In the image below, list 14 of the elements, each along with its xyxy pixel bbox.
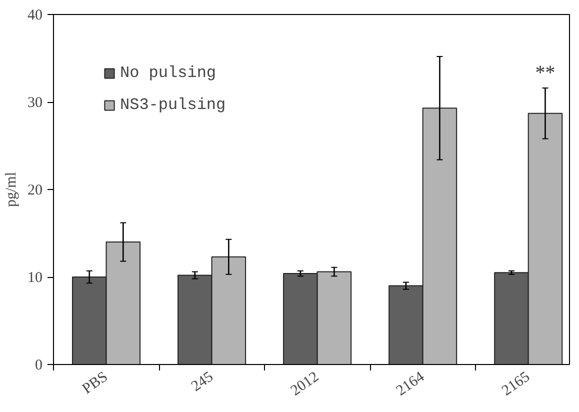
- x-tick-label: 2164: [394, 368, 428, 400]
- x-tick-label: 2165: [499, 368, 533, 400]
- y-tick-label: 0: [35, 358, 42, 374]
- y-tick-label: 40: [28, 8, 42, 24]
- y-tick-label: 20: [28, 182, 42, 198]
- y-tick-label: 10: [28, 270, 42, 286]
- y-tick-label: 30: [28, 95, 42, 111]
- x-tick-label: PBS: [80, 368, 111, 398]
- annotation: **: [535, 62, 556, 84]
- legend-label: NS3-pulsing: [120, 96, 226, 114]
- x-tick-label: 2012: [288, 368, 322, 400]
- y-axis-title: pg/ml: [4, 172, 20, 207]
- x-tick-label: 245: [188, 368, 216, 395]
- legend-label: No pulsing: [120, 64, 216, 82]
